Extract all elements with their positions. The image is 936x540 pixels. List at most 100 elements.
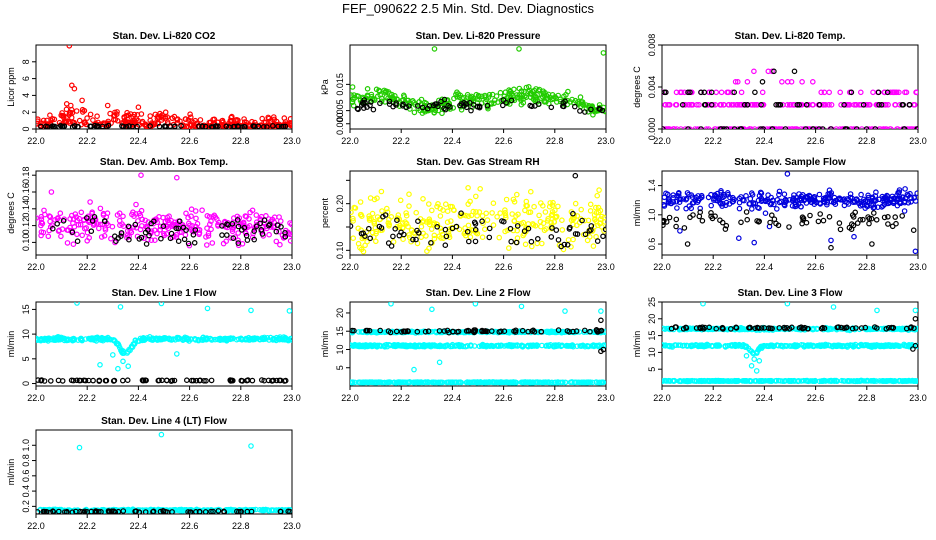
y-tick-label: 0.004 bbox=[647, 76, 657, 99]
data-point bbox=[226, 124, 232, 129]
data-point bbox=[101, 233, 108, 239]
outlier-point bbox=[174, 174, 180, 181]
data-point bbox=[431, 235, 438, 242]
data-point bbox=[782, 196, 789, 203]
data-point bbox=[46, 213, 53, 219]
data-point bbox=[400, 231, 407, 238]
data-point bbox=[274, 222, 281, 228]
data-point bbox=[120, 349, 127, 356]
y-tick-label: 10 bbox=[647, 347, 657, 357]
data-point bbox=[507, 225, 514, 232]
data-point bbox=[350, 215, 356, 222]
data-point bbox=[61, 337, 68, 344]
data-point bbox=[666, 214, 673, 221]
data-point bbox=[548, 329, 555, 335]
data-point bbox=[111, 113, 117, 119]
data-point bbox=[801, 197, 807, 204]
y-axis-label: ml/min bbox=[320, 331, 330, 358]
data-point bbox=[694, 199, 701, 206]
data-point bbox=[455, 328, 462, 335]
data-point bbox=[377, 92, 384, 98]
data-point bbox=[167, 235, 174, 242]
data-point bbox=[501, 343, 508, 349]
data-point bbox=[192, 208, 199, 214]
data-point bbox=[887, 343, 894, 350]
data-point bbox=[205, 230, 212, 237]
outlier-point bbox=[743, 352, 750, 359]
data-point bbox=[702, 324, 708, 331]
data-point bbox=[862, 102, 869, 108]
data-point bbox=[406, 232, 412, 238]
data-point bbox=[406, 203, 412, 209]
data-point bbox=[827, 325, 834, 332]
data-point bbox=[828, 198, 835, 205]
data-point bbox=[441, 96, 448, 103]
data-point bbox=[386, 216, 392, 223]
x-tick-label: 23.0 bbox=[283, 262, 301, 272]
data-point bbox=[880, 203, 886, 209]
data-point bbox=[126, 236, 132, 243]
data-point bbox=[485, 105, 491, 112]
data-point bbox=[731, 102, 737, 108]
data-point bbox=[555, 203, 561, 210]
data-point bbox=[472, 238, 479, 245]
data-point bbox=[892, 378, 899, 384]
data-point bbox=[869, 126, 875, 129]
data-point bbox=[472, 226, 479, 233]
data-point bbox=[594, 192, 601, 199]
data-point bbox=[673, 223, 679, 230]
data-point bbox=[901, 126, 908, 129]
data-point bbox=[357, 211, 364, 218]
data-point bbox=[60, 218, 67, 224]
data-point bbox=[759, 89, 766, 96]
x-tick-label: 22.0 bbox=[653, 393, 671, 403]
data-point bbox=[444, 327, 451, 334]
data-point bbox=[798, 193, 805, 200]
data-point bbox=[857, 89, 864, 96]
data-point bbox=[424, 105, 431, 112]
data-point bbox=[678, 126, 684, 129]
data-point bbox=[52, 217, 58, 223]
data-point bbox=[419, 104, 426, 111]
data-point bbox=[236, 336, 242, 342]
data-point bbox=[426, 342, 433, 349]
data-point bbox=[827, 378, 833, 384]
data-point bbox=[175, 238, 182, 245]
data-point bbox=[442, 201, 449, 208]
data-point bbox=[419, 342, 426, 349]
data-point bbox=[553, 227, 560, 233]
data-point bbox=[258, 377, 265, 383]
data-point bbox=[502, 207, 508, 213]
data-point bbox=[666, 342, 672, 349]
y-tick-label: 0.2 bbox=[21, 500, 31, 513]
data-point bbox=[808, 199, 814, 206]
data-point bbox=[412, 102, 419, 108]
data-point bbox=[185, 240, 192, 247]
outlier-point bbox=[97, 361, 103, 368]
data-point bbox=[178, 123, 184, 129]
data-point bbox=[178, 229, 185, 236]
data-point bbox=[703, 126, 710, 129]
data-point bbox=[518, 88, 525, 95]
data-point bbox=[461, 100, 467, 106]
data-point bbox=[497, 343, 504, 349]
data-point bbox=[352, 379, 358, 386]
data-point bbox=[747, 324, 753, 331]
data-point bbox=[500, 218, 507, 225]
outlier-point bbox=[158, 302, 165, 307]
data-point bbox=[837, 226, 844, 233]
x-tick-label: 22.8 bbox=[546, 136, 564, 146]
x-tick-label: 22.8 bbox=[232, 136, 250, 146]
data-point bbox=[63, 106, 70, 113]
data-point bbox=[282, 233, 289, 240]
data-point bbox=[673, 89, 680, 96]
x-tick-label: 22.0 bbox=[653, 262, 671, 272]
data-point bbox=[872, 126, 879, 129]
data-point bbox=[386, 98, 393, 105]
data-point bbox=[369, 210, 376, 217]
data-point bbox=[117, 222, 123, 229]
data-point bbox=[47, 112, 53, 119]
data-point bbox=[527, 90, 534, 97]
data-point bbox=[171, 377, 178, 384]
data-point bbox=[361, 379, 368, 386]
